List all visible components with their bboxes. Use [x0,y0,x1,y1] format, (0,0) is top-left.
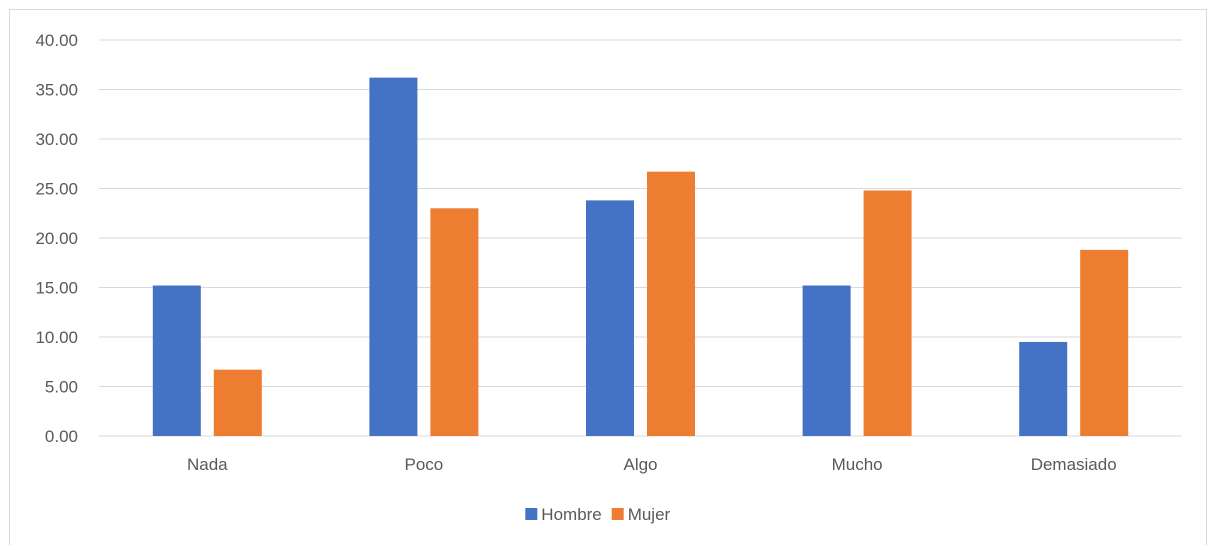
bar-mujer-demasiado [1080,249,1129,436]
y-tick-label: 0.00 [45,427,78,446]
y-tick-label: 40.00 [35,31,78,50]
y-tick-label: 25.00 [35,180,78,199]
legend-label-hombre: Hombre [541,505,601,524]
bar-mujer-algo [647,171,695,437]
y-tick-label: 20.00 [35,229,78,248]
y-tick-label: 15.00 [35,279,78,298]
bar-hombre-demasiado [1019,341,1068,436]
bar-hombre-poco [369,77,418,437]
bar-mujer-poco [430,208,479,436]
bar-hombre-mucho [802,285,851,436]
chart-frame [9,9,1207,545]
legend: Hombre Mujer [525,505,671,524]
y-tick-label: 5.00 [45,378,78,397]
x-axis-ticks: Nada Poco Algo Mucho Demasiado [187,455,1117,474]
gridlines [99,39,1182,437]
x-tick-label: Nada [187,455,228,474]
y-tick-label: 35.00 [35,81,78,100]
x-tick-label: Algo [623,455,657,474]
bar-hombre-algo [586,200,634,436]
y-tick-label: 10.00 [35,328,78,347]
x-tick-label: Poco [405,455,444,474]
legend-swatch-hombre [525,508,538,520]
y-tick-label: 30.00 [35,130,78,149]
legend-swatch-mujer [611,508,624,520]
x-tick-label: Mucho [832,455,883,474]
y-axis-ticks: 0.00 5.00 10.00 15.00 20.00 25.00 30.00 35.00 40… [35,31,78,446]
legend-label-mujer: Mujer [628,505,671,524]
bars [152,77,1129,437]
bar-mujer-mucho [863,190,912,436]
x-tick-label: Demasiado [1031,455,1117,474]
bar-hombre-nada [152,285,201,436]
bar-mujer-nada [213,369,262,436]
